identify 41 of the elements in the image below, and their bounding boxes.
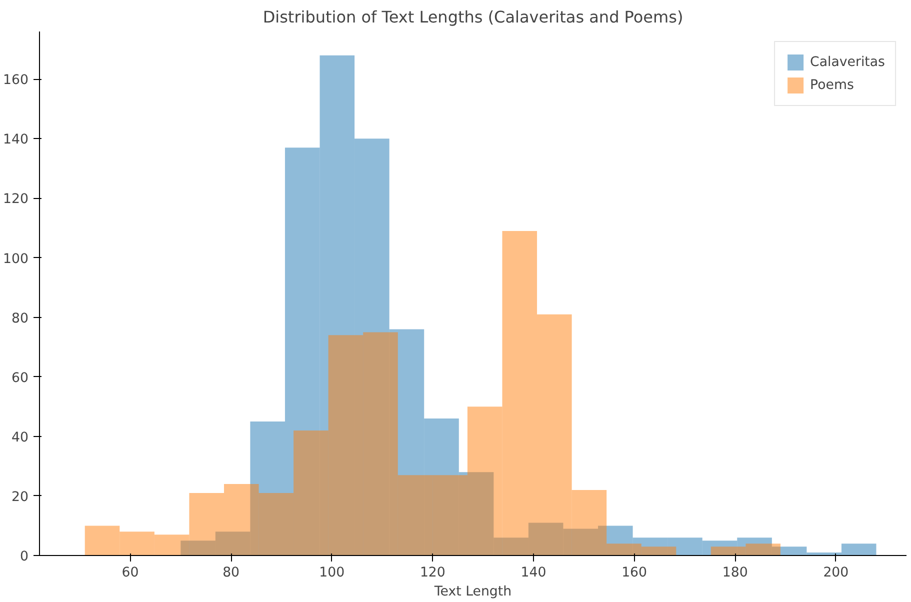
- x-tick-label: 100: [319, 566, 345, 580]
- bar: [502, 230, 538, 556]
- bar: [841, 544, 876, 556]
- x-tick-label: 120: [420, 566, 446, 580]
- y-tick-label: 40: [12, 430, 29, 446]
- x-tick-label: 180: [722, 566, 748, 580]
- bar: [467, 406, 502, 556]
- bar: [398, 475, 433, 556]
- bar: [328, 335, 364, 556]
- y-tick-label: 120: [3, 192, 29, 208]
- bar: [154, 534, 190, 556]
- bar: [363, 332, 398, 556]
- x-tick-label: 140: [520, 566, 546, 580]
- bar: [224, 484, 259, 556]
- bar: [84, 526, 120, 556]
- bar: [537, 314, 572, 556]
- y-tick-label: 20: [12, 490, 29, 505]
- bar: [710, 546, 746, 556]
- legend-label: Poems: [810, 78, 854, 92]
- x-tick-label: 160: [622, 566, 648, 580]
- bar: [746, 544, 780, 556]
- y-tick-label: 160: [3, 73, 29, 88]
- bar: [258, 492, 294, 556]
- bar: [606, 544, 642, 556]
- y-tick-label: 80: [12, 311, 29, 326]
- y-tick-label: 140: [3, 132, 29, 148]
- x-tick-label: 80: [222, 566, 240, 580]
- chart-title: Distribution of Text Lengths (Calaveritas and Poems): [262, 8, 684, 26]
- y-tick-label: 60: [12, 370, 29, 386]
- bar: [432, 475, 468, 556]
- legend-label: Calaveritas: [810, 54, 885, 70]
- bar: [189, 492, 224, 556]
- y-tick-label: 0: [20, 550, 29, 564]
- x-tick-label: 200: [823, 566, 849, 580]
- x-axis-title: Text Length: [433, 584, 512, 600]
- y-tick-label: 100: [3, 252, 29, 267]
- bar: [641, 546, 676, 556]
- bar: [294, 430, 328, 556]
- x-tick-label: 60: [122, 566, 139, 580]
- bar: [120, 532, 154, 556]
- bar: [572, 490, 607, 556]
